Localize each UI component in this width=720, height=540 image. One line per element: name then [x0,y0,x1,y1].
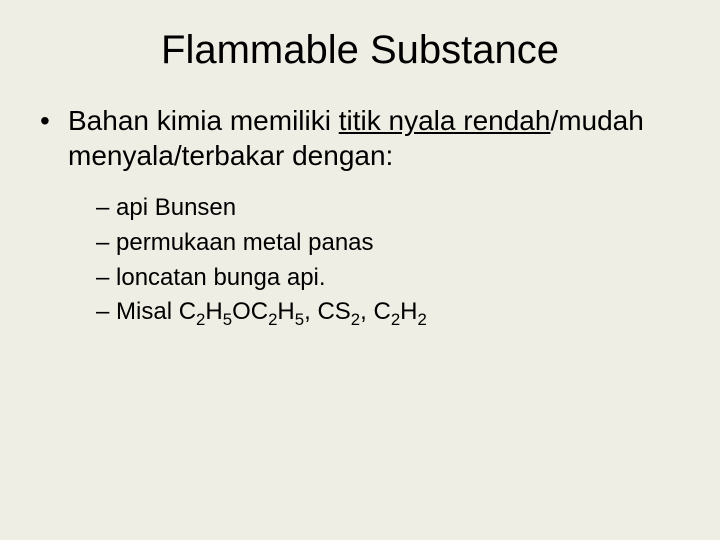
main-bullet-underlined: titik nyala rendah [339,105,551,136]
slide-container: Flammable Substance Bahan kimia memiliki… [0,0,720,540]
list-item-text: permukaan metal panas [116,229,373,256]
dash-icon: – [96,229,109,256]
list-item: – api Bunsen [96,191,680,226]
chem-part: H [205,298,222,325]
chem-sub: 2 [418,310,427,329]
chem-part: C [179,298,196,325]
list-item-text: api Bunsen [116,194,236,221]
chem-sub: 2 [391,310,400,329]
chem-part: OC [232,298,268,325]
list-item-prefix: Misal [116,298,179,325]
main-bullet-pre: Bahan kimia memiliki [68,105,339,136]
main-bullet: Bahan kimia memiliki titik nyala rendah/… [40,103,680,173]
list-item: – Misal C2H5OC2H5, CS2, C2H2 [96,295,680,330]
chem-sub: 2 [196,310,205,329]
dash-icon: – [96,264,109,291]
chem-sub: 5 [223,310,232,329]
dash-icon: – [96,298,109,325]
list-item: – loncatan bunga api. [96,261,680,296]
chem-part: CS [317,298,350,325]
list-item-text: loncatan bunga api. [116,264,326,291]
chem-part: H [277,298,294,325]
chem-sep: , [360,298,373,325]
chem-sub: 5 [295,310,304,329]
list-item: – permukaan metal panas [96,226,680,261]
sub-bullet-list: – api Bunsen – permukaan metal panas – l… [96,191,680,330]
chem-formula: C2H5OC2H5, CS2, C2H2 [179,298,427,325]
slide-title: Flammable Substance [40,28,680,73]
chem-part: H [400,298,417,325]
chem-part: C [373,298,390,325]
chem-sub: 2 [351,310,360,329]
chem-sep: , [304,298,317,325]
dash-icon: – [96,194,109,221]
